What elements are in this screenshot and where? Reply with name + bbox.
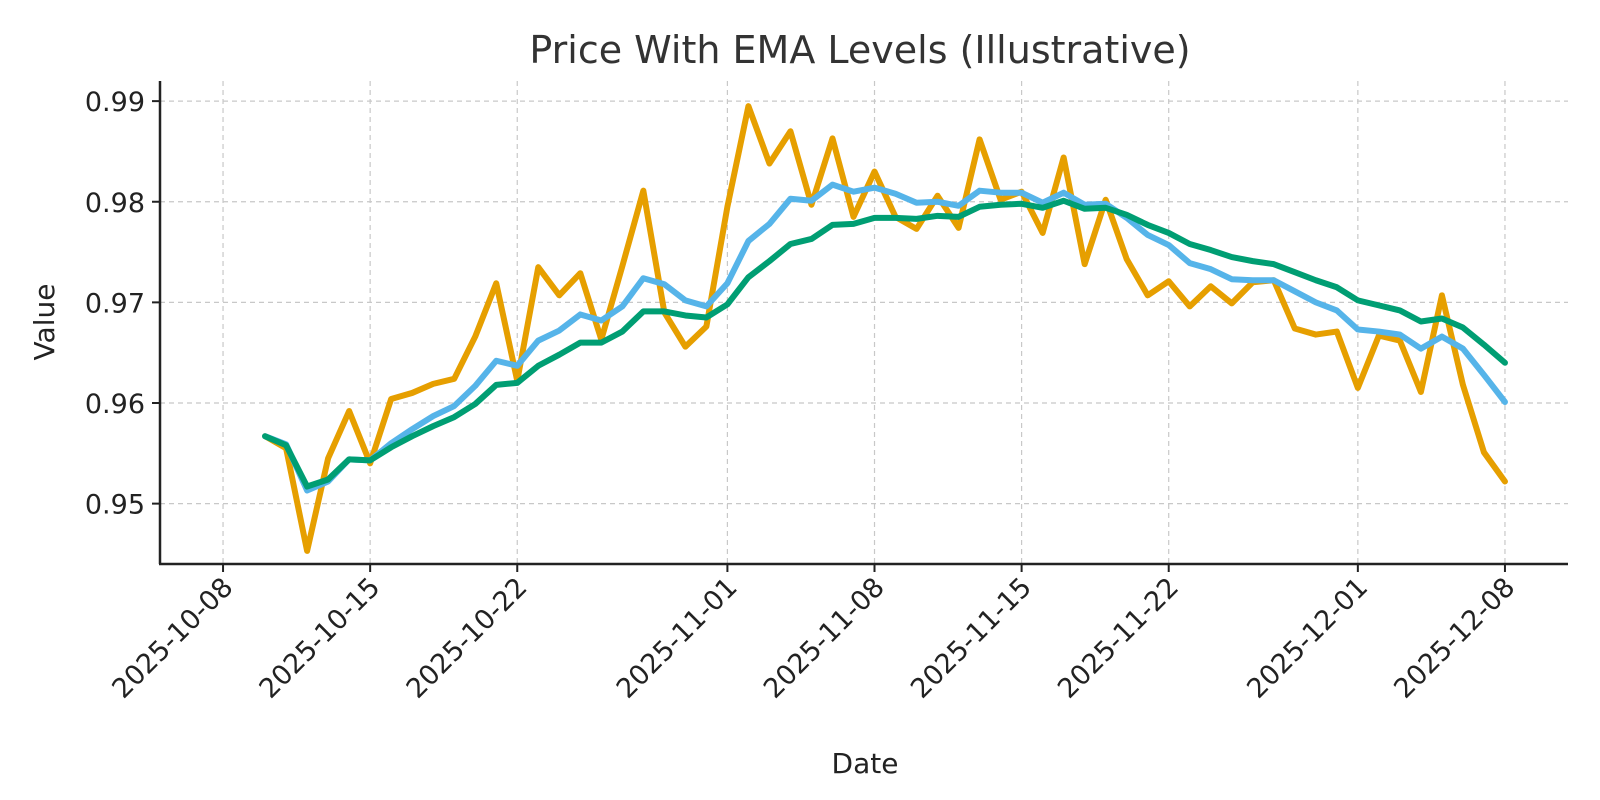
x-tick-label: 2025-11-22	[1052, 572, 1185, 705]
chart-title: Price With EMA Levels (Illustrative)	[529, 28, 1190, 72]
y-ticks: 0.95 0.96 0.97 0.98 0.99	[85, 87, 160, 521]
x-tick-label: 2025-12-01	[1241, 572, 1374, 705]
x-axis-label: Date	[832, 747, 899, 780]
x-tick-label: 2025-12-08	[1388, 572, 1521, 705]
y-tick-label: 0.96	[85, 389, 145, 420]
series-lines: PriceEMA FastEMA Slow	[262, 103, 1508, 554]
x-tick-label: 2025-11-01	[611, 572, 744, 705]
y-tick-label: 0.95	[85, 490, 145, 521]
x-tick-label: 2025-11-15	[905, 572, 1038, 705]
series-line-ema-fast: EMA Fast	[262, 181, 1508, 494]
x-ticks: 2025-10-08 2025-10-15 2025-10-22 2025-11-01…	[106, 564, 1521, 705]
y-tick-label: 0.97	[85, 288, 145, 319]
x-tick-label: 2025-10-08	[106, 572, 239, 705]
x-tick-label: 2025-11-08	[758, 572, 891, 705]
y-tick-label: 0.98	[85, 188, 145, 219]
gridlines	[160, 81, 1568, 564]
series-line-ema-slow: EMA Slow	[262, 197, 1508, 490]
y-tick-label: 0.99	[85, 87, 145, 118]
x-tick-label: 2025-10-22	[401, 572, 534, 705]
axes	[158, 81, 1568, 566]
y-axis-label: Value	[28, 284, 61, 361]
series-line-price: Price	[262, 103, 1508, 554]
x-tick-label: 2025-10-15	[254, 572, 387, 705]
